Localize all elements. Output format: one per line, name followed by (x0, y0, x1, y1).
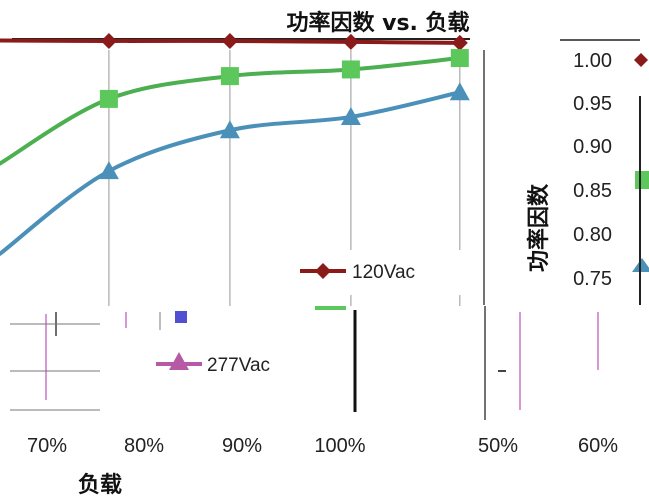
point-277Vac-2 (219, 120, 240, 139)
x-tick-label-100%: 100% (314, 435, 365, 457)
point-120Vac-3 (342, 33, 359, 50)
y-tick-label-0.75: 0.75 (573, 268, 612, 290)
legend-label-277Vac: 277Vac (207, 355, 270, 376)
x-tick-label-extra-60%: 60% (578, 435, 618, 457)
point-230Vac-3 (341, 60, 360, 79)
point-277Vac-1 (98, 161, 119, 180)
y-tick-label-0.90: 0.90 (573, 136, 612, 158)
x-tick-label-80%: 80% (124, 435, 164, 457)
point-120Vac-1 (100, 32, 117, 49)
y-tick-label-0.80: 0.80 (573, 224, 612, 246)
point-120Vac-2 (221, 32, 238, 49)
x-tick-label-70%: 70% (27, 435, 67, 457)
point-230Vac-4 (450, 49, 469, 68)
right-legend-marker-120 (634, 53, 648, 67)
y-tick-label-0.95: 0.95 (573, 93, 612, 115)
chart-title: 功率因数 vs. 负载 (286, 10, 469, 36)
y-tick-label-0.85: 0.85 (573, 180, 612, 202)
right-legend-marker-230 (635, 171, 649, 189)
point-120Vac-4 (451, 34, 468, 51)
x-axis-title: 负载 (78, 472, 122, 498)
legend-marker-120Vac (315, 263, 331, 279)
y-axis-title: 功率因数 (526, 183, 552, 272)
legend-label-120Vac: 120Vac (352, 262, 415, 283)
overlay-band (0, 306, 649, 436)
x-tick-label-extra-50%: 50% (478, 435, 518, 457)
point-277Vac-3 (340, 106, 361, 125)
artifact-blue-square (175, 311, 187, 323)
x-tick-label-90%: 90% (222, 435, 262, 457)
y-tick-label-1.00: 1.00 (573, 50, 612, 72)
point-230Vac-1 (99, 89, 118, 108)
legend-marker-277Vac (169, 352, 189, 370)
point-277Vac-4 (449, 82, 470, 101)
point-230Vac-2 (220, 67, 239, 86)
